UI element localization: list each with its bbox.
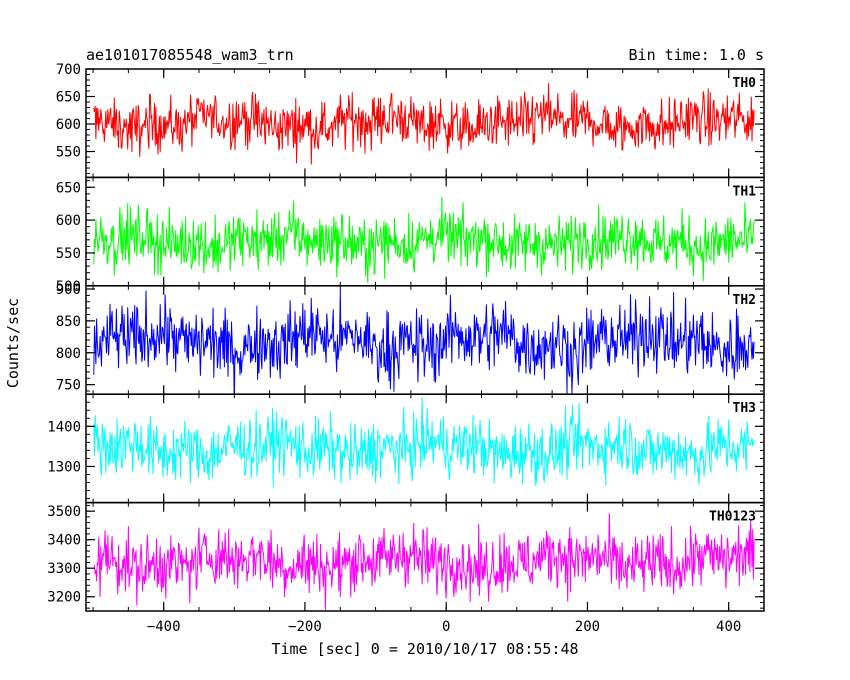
y-tick-label: 3200: [47, 590, 81, 606]
x-tick-label: −400: [147, 619, 181, 635]
panel-th0123: 3200 3300 3400 3500 TH0123: [47, 501, 765, 612]
panel-label-th3: TH3: [733, 401, 756, 416]
chart-title: ae101017085548_wam3_trn: [86, 46, 294, 64]
series-line-th1: [93, 196, 755, 284]
series-line-th2: [93, 289, 755, 395]
x-axis: −400 −200 0 200 400: [147, 619, 742, 635]
y-tick-label: 700: [56, 62, 81, 78]
y-tick-label: 3300: [47, 561, 81, 577]
x-tick-label: 0: [442, 619, 450, 635]
panel-label-th2: TH2: [733, 293, 756, 308]
y-tick-label: 650: [56, 180, 81, 196]
y-tick-label: 800: [56, 346, 81, 362]
y-tick-label: 550: [56, 145, 81, 161]
x-tick-label: 400: [716, 619, 741, 635]
panel-th1: 500 550 600 650 TH1: [56, 176, 765, 295]
y-tick-label: 1400: [47, 419, 81, 435]
x-axis-title: Time [sec] 0 = 2010/10/17 08:55:48: [271, 640, 578, 658]
y-tick-label: 600: [56, 117, 81, 133]
y-tick-label: 1300: [47, 459, 81, 475]
panel-label-th0123: TH0123: [709, 510, 756, 525]
y-tick-label: 850: [56, 314, 81, 330]
y-tick-label: 650: [56, 90, 81, 106]
panels-group: 550 600 650 700 TH0 500 550 600 650 TH1 750 800 850 9…: [47, 62, 765, 612]
panel-th2: 750 800 850 900 TH2: [56, 282, 765, 395]
series-line-th3: [93, 397, 755, 488]
series-line-th0: [93, 83, 755, 165]
x-tick-label: −200: [288, 619, 322, 635]
y-tick-label: 3400: [47, 533, 81, 549]
bin-time-label: Bin time: 1.0 s: [629, 46, 764, 64]
panel-th3: 1300 1400 TH3: [47, 393, 765, 504]
series-line-th0123: [93, 513, 755, 611]
y-tick-label: 3500: [47, 504, 81, 520]
y-tick-label: 500: [56, 279, 81, 295]
y-tick-label: 550: [56, 246, 81, 262]
panel-th0: 550 600 650 700 TH0: [56, 62, 765, 179]
x-tick-label: 200: [575, 619, 600, 635]
y-tick-label: 750: [56, 378, 81, 394]
y-tick-label: 600: [56, 213, 81, 229]
panel-label-th0: TH0: [733, 76, 757, 91]
panel-label-th1: TH1: [733, 184, 757, 199]
y-axis-title: Counts/sec: [4, 298, 22, 388]
y-tick-label: 900: [56, 282, 81, 298]
